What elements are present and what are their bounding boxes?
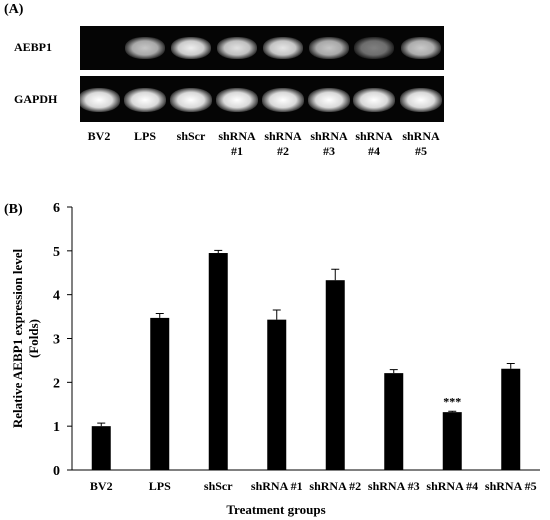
x-tick-label: shScr — [204, 479, 233, 493]
aebp1-band — [401, 37, 441, 59]
panel-b-label: (B) — [4, 202, 23, 217]
lane-label: shRNA #3 — [310, 129, 348, 158]
gapdh-band — [216, 88, 258, 112]
y-axis-label-line2: (Folds) — [26, 319, 41, 358]
aebp1-band — [263, 37, 303, 59]
bar — [267, 319, 287, 470]
y-tick-label: 3 — [53, 333, 60, 348]
bar — [91, 426, 111, 470]
lane-label: shRNA #2 — [264, 129, 302, 158]
gapdh-band — [308, 88, 350, 112]
x-tick-label: shRNA #2 — [309, 479, 361, 493]
gel-row-label-gapdh: GAPDH — [14, 92, 58, 106]
y-tick-label: 5 — [53, 245, 60, 260]
gapdh-band — [80, 88, 120, 112]
aebp1-band — [171, 37, 211, 59]
lane-label: shRNA #5 — [402, 129, 440, 158]
x-tick-label: shRNA #1 — [251, 479, 303, 493]
y-tick-label: 0 — [53, 464, 60, 479]
panel-a-label: (A) — [4, 2, 24, 17]
lane-label: LPS — [133, 129, 156, 143]
lane-label: shRNA #4 — [355, 129, 393, 158]
bar-chart: 0 1 2 3 4 5 6 BV2 LPS shScr shRNA #1 shRNA #2 shRNA … — [10, 201, 540, 517]
bar — [150, 317, 170, 470]
gel-strip-aebp1 — [80, 26, 444, 70]
x-tick-label: LPS — [149, 479, 171, 493]
lane-label: shRNA #1 — [218, 129, 256, 158]
bar — [501, 368, 521, 470]
gel-strip-gapdh — [80, 76, 444, 122]
x-tick-label: shRNA #3 — [368, 479, 420, 493]
y-tick-label: 6 — [53, 201, 60, 216]
x-axis-label: Treatment groups — [226, 502, 325, 517]
gapdh-band — [353, 88, 395, 112]
y-axis-label: Relative AEBP1 expression level — [10, 249, 25, 429]
bar — [208, 253, 228, 470]
aebp1-band — [125, 37, 165, 59]
significance-label: *** — [443, 394, 461, 408]
bar — [384, 373, 404, 470]
gapdh-band — [262, 88, 304, 112]
y-tick-label: 4 — [53, 289, 60, 304]
bar — [325, 280, 345, 470]
aebp1-band — [309, 37, 349, 59]
gapdh-band — [124, 88, 166, 112]
aebp1-band — [217, 37, 257, 59]
gel-row-label-aebp1: AEBP1 — [14, 40, 53, 54]
x-tick-label: shRNA #5 — [485, 479, 537, 493]
y-tick-label: 2 — [53, 376, 60, 391]
lane-label: shScr — [176, 129, 206, 143]
lane-label: BV2 — [87, 129, 111, 143]
y-tick-label: 1 — [53, 420, 60, 435]
gapdh-band — [170, 88, 212, 112]
x-tick-label: BV2 — [90, 479, 113, 493]
x-tick-label: shRNA #4 — [426, 479, 478, 493]
aebp1-band — [354, 37, 394, 59]
bar — [442, 412, 462, 470]
gapdh-band — [400, 88, 442, 112]
